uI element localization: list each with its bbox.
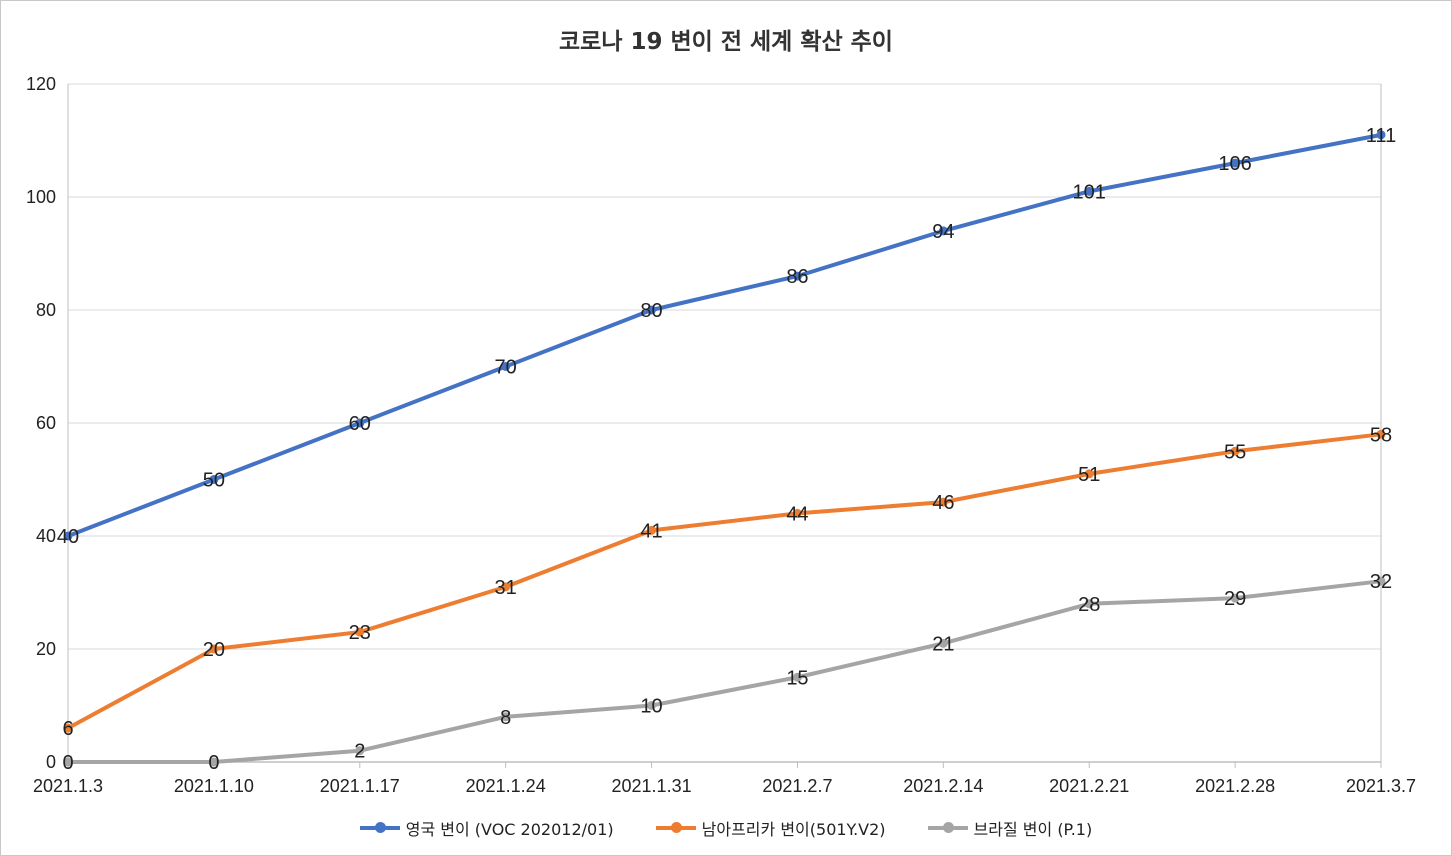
data-label: 111 xyxy=(1366,125,1396,147)
legend-swatch xyxy=(359,822,400,833)
data-label: 8 xyxy=(500,707,511,729)
legend-item: 남아프리카 변이(501Y.V2) xyxy=(655,816,886,840)
y-tick-label: 0 xyxy=(46,752,56,772)
data-point xyxy=(1230,593,1240,603)
data-point xyxy=(1376,429,1386,439)
chart-legend: 영국 변이 (VOC 202012/01) 남아프리카 변이(501Y.V2) 브라… xyxy=(0,816,1452,840)
series-line xyxy=(66,432,1383,731)
data-point xyxy=(792,508,802,518)
data-point xyxy=(209,644,219,654)
data-label: 0 xyxy=(62,752,73,774)
data-point xyxy=(647,305,657,315)
data-point xyxy=(1084,599,1094,609)
data-label: 0 xyxy=(208,752,219,774)
data-point xyxy=(209,757,219,767)
data-label: 94 xyxy=(932,221,954,243)
x-tick-label: 2021.1.3 xyxy=(33,776,103,796)
y-tick-label: 60 xyxy=(36,413,56,433)
data-label: 51 xyxy=(1078,464,1100,486)
data-point xyxy=(938,226,948,236)
legend-item: 영국 변이 (VOC 202012/01) xyxy=(359,816,614,840)
data-label: 21 xyxy=(932,633,954,655)
data-label: 55 xyxy=(1224,441,1246,463)
data-label: 46 xyxy=(932,492,954,514)
data-label: 31 xyxy=(495,577,517,599)
data-point xyxy=(63,531,73,541)
x-tick-label: 2021.1.10 xyxy=(174,776,254,796)
data-point xyxy=(355,627,365,637)
y-tick-label: 80 xyxy=(36,300,56,320)
data-label: 15 xyxy=(786,667,808,689)
x-tick-label: 2021.1.17 xyxy=(320,776,400,796)
data-point xyxy=(63,757,73,767)
data-label: 23 xyxy=(349,622,371,644)
series-line xyxy=(66,132,1383,538)
x-tick-label: 2021.1.24 xyxy=(466,776,546,796)
data-label: 44 xyxy=(786,503,808,525)
data-point xyxy=(938,638,948,648)
x-tick-label: 2021.2.14 xyxy=(903,776,983,796)
x-tick-label: 2021.1.31 xyxy=(612,776,692,796)
x-tick-label: 2021.3.7 xyxy=(1346,776,1416,796)
data-point xyxy=(209,475,219,484)
x-tick-label: 2021.2.7 xyxy=(762,776,832,796)
data-label: 40 xyxy=(57,526,79,548)
series-line xyxy=(66,579,1383,764)
data-label: 2 xyxy=(354,741,365,763)
data-point xyxy=(1084,469,1094,479)
legend-swatch xyxy=(655,822,696,833)
data-point xyxy=(647,701,657,710)
data-point xyxy=(501,712,511,722)
chart-title: 코로나 19 변이 전 세계 확산 추이 xyxy=(559,29,893,55)
data-point xyxy=(355,746,365,756)
legend-label: 브라질 변이 (P.1) xyxy=(973,820,1093,839)
data-label: 20 xyxy=(203,639,225,661)
legend-label: 남아프리카 변이(501Y.V2) xyxy=(701,820,886,839)
y-tick-label: 120 xyxy=(26,74,56,94)
data-point xyxy=(938,497,948,507)
data-label: 80 xyxy=(640,300,662,322)
data-label: 101 xyxy=(1073,181,1106,203)
data-label: 70 xyxy=(495,357,517,379)
y-tick-label: 100 xyxy=(26,187,56,207)
data-label: 60 xyxy=(349,413,371,435)
data-label: 106 xyxy=(1218,153,1251,175)
data-label: 29 xyxy=(1224,588,1246,610)
data-point xyxy=(1230,158,1240,168)
data-point xyxy=(1230,446,1240,456)
data-point xyxy=(647,525,657,535)
legend-item: 브라질 변이 (P.1) xyxy=(927,816,1093,840)
data-point xyxy=(501,362,511,371)
data-label: 50 xyxy=(203,470,225,492)
y-tick-label: 40 xyxy=(36,526,56,546)
data-point xyxy=(792,672,802,682)
data-point xyxy=(1376,130,1386,140)
data-point xyxy=(355,418,365,428)
y-tick-label: 20 xyxy=(36,639,56,659)
data-label: 6 xyxy=(62,718,73,740)
data-point xyxy=(1084,186,1094,196)
data-label: 28 xyxy=(1078,594,1100,616)
x-tick-label: 2021.2.28 xyxy=(1195,776,1275,796)
data-point xyxy=(63,723,73,733)
legend-swatch xyxy=(927,822,968,833)
data-label: 41 xyxy=(640,520,662,542)
data-point xyxy=(501,582,511,592)
data-label: 86 xyxy=(786,266,808,288)
data-label: 58 xyxy=(1370,424,1392,446)
data-point xyxy=(1376,576,1386,586)
data-point xyxy=(792,271,802,281)
data-label: 32 xyxy=(1370,571,1392,593)
legend-label: 영국 변이 (VOC 202012/01) xyxy=(405,820,614,839)
x-tick-label: 2021.2.21 xyxy=(1049,776,1129,796)
data-label: 10 xyxy=(640,696,662,718)
